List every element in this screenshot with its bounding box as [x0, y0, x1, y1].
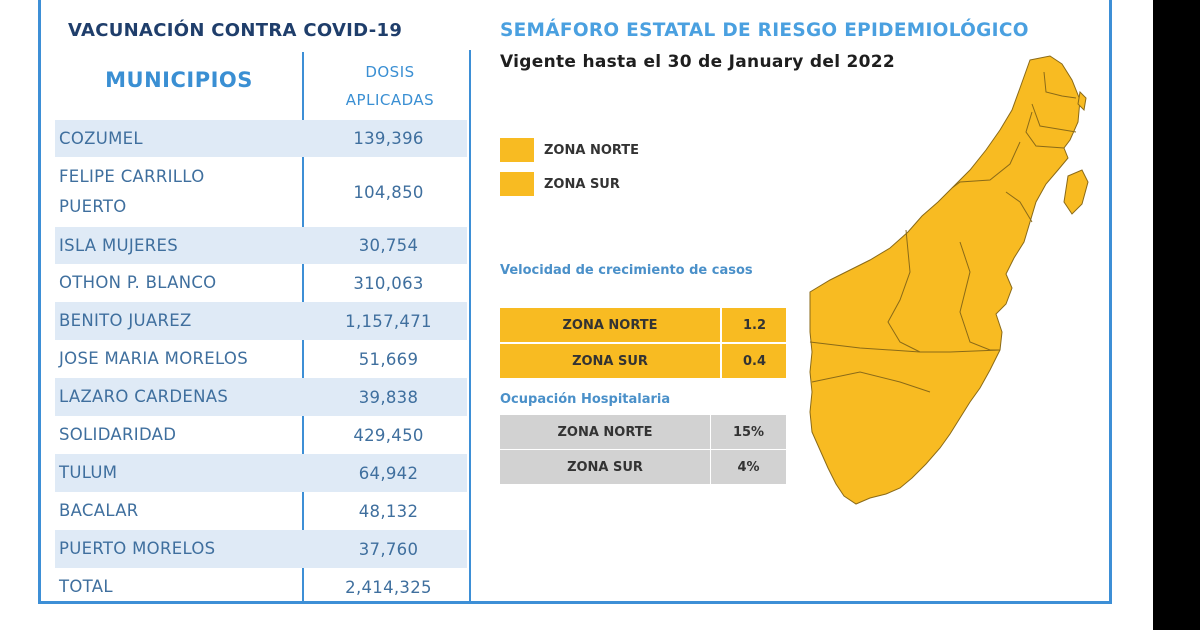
municipio-cell: SOLIDARIDAD [59, 425, 177, 444]
table-row: BENITO JUAREZ 1,157,471 [55, 302, 467, 340]
municipio-cell: LAZARO CARDENAS [59, 387, 229, 406]
dosis-cell: 429,450 [353, 425, 424, 445]
velocidad-title: Velocidad de crecimiento de casos [500, 263, 753, 278]
semaforo-title: SEMÁFORO ESTATAL DE RIESGO EPIDEMIOLÓGIC… [500, 20, 1029, 41]
municipio-cell: BENITO JUAREZ [59, 311, 192, 330]
table-row: ISLA MUJERES 30,754 [55, 227, 467, 264]
municipio-cell: JOSE MARIA MORELOS [59, 349, 248, 368]
ocupacion-row: ZONA SUR 4% [500, 450, 786, 485]
municipio-cell: OTHON P. BLANCO [59, 273, 217, 292]
velocidad-table: ZONA NORTE 1.2 ZONA SUR 0.4 [500, 308, 786, 380]
legend-item-norte: ZONA NORTE [500, 138, 639, 162]
municipios-header: MUNICIPIOS [105, 68, 253, 92]
dosis-cell: 30,754 [358, 236, 419, 255]
municipio-cell: ISLA MUJERES [59, 235, 179, 255]
table-row: OTHON P. BLANCO 310,063 [55, 264, 467, 302]
valor-cell: 15% [732, 424, 765, 440]
zona-cell: ZONA SUR [500, 450, 711, 484]
legend-swatch [500, 138, 534, 162]
dosis-cell: 1,157,471 [345, 311, 432, 331]
legend-label: ZONA NORTE [544, 142, 640, 158]
table-row: TULUM 64,942 [55, 454, 467, 492]
table-row: SOLIDARIDAD 429,450 [55, 416, 467, 454]
valor-cell: 0.4 [742, 353, 766, 369]
valor-cell: 4% [737, 459, 760, 475]
isla-mujeres-island [1077, 90, 1087, 112]
dosis-cell: 139,396 [353, 129, 424, 148]
ocupacion-table: ZONA NORTE 15% ZONA SUR 4% [500, 415, 786, 485]
velocidad-row: ZONA SUR 0.4 [500, 344, 786, 380]
dosis-header: DOSIS APLICADAS [316, 58, 464, 114]
infographic-frame [38, 0, 1112, 604]
table-row: BACALAR 48,132 [55, 492, 467, 530]
zona-cell: ZONA NORTE [500, 308, 722, 342]
legend-swatch [500, 172, 534, 196]
vaccination-table: COZUMEL 139,396 FELIPE CARRILLO PUERTO 1… [55, 120, 467, 606]
table-row: FELIPE CARRILLO PUERTO 104,850 [55, 157, 467, 227]
dosis-header-line2: APLICADAS [345, 91, 435, 109]
dosis-cell: 64,942 [358, 463, 419, 483]
table-row: JOSE MARIA MORELOS 51,669 [55, 340, 467, 378]
municipio-cell: TULUM [59, 463, 118, 482]
vaccination-title: VACUNACIÓN CONTRA COVID-19 [68, 20, 403, 41]
valor-cell: 1.2 [742, 317, 766, 333]
legend-label: ZONA SUR [544, 176, 620, 192]
vigente-text: Vigente hasta el 30 de January del 2022 [500, 52, 896, 72]
municipio-cell: COZUMEL [59, 128, 143, 148]
zona-cell: ZONA NORTE [500, 415, 711, 449]
municipio-cell: PUERTO MORELOS [59, 539, 216, 558]
dosis-cell: 37,760 [358, 539, 419, 559]
dosis-header-line1: DOSIS [365, 63, 415, 81]
table-row: COZUMEL 139,396 [55, 120, 467, 157]
quintana-roo-map [809, 55, 1089, 505]
municipio-cell: BACALAR [59, 501, 139, 520]
dosis-cell: 104,850 [353, 182, 424, 202]
table-row: PUERTO MORELOS 37,760 [55, 530, 467, 568]
dosis-cell: 310,063 [353, 273, 424, 293]
legend-item-sur: ZONA SUR [500, 172, 620, 196]
municipality-borders [809, 71, 1077, 393]
zona-cell: ZONA SUR [500, 344, 722, 378]
ocupacion-row: ZONA NORTE 15% [500, 415, 786, 450]
dosis-cell: 2,414,325 [345, 577, 432, 597]
cozumel-island [1063, 169, 1089, 215]
table-row: LAZARO CARDENAS 39,838 [55, 378, 467, 416]
dosis-cell: 39,838 [358, 387, 419, 407]
panel-divider [469, 50, 471, 602]
state-shape [809, 55, 1081, 505]
municipio-cell: TOTAL [59, 577, 113, 596]
municipio-cell: FELIPE CARRILLO PUERTO [59, 167, 205, 216]
ocupacion-title: Ocupación Hospitalaria [500, 392, 671, 407]
dosis-cell: 51,669 [358, 349, 419, 369]
dosis-cell: 48,132 [358, 501, 419, 521]
velocidad-row: ZONA NORTE 1.2 [500, 308, 786, 344]
right-black-bar [1153, 0, 1200, 630]
table-row-total: TOTAL 2,414,325 [55, 568, 467, 606]
